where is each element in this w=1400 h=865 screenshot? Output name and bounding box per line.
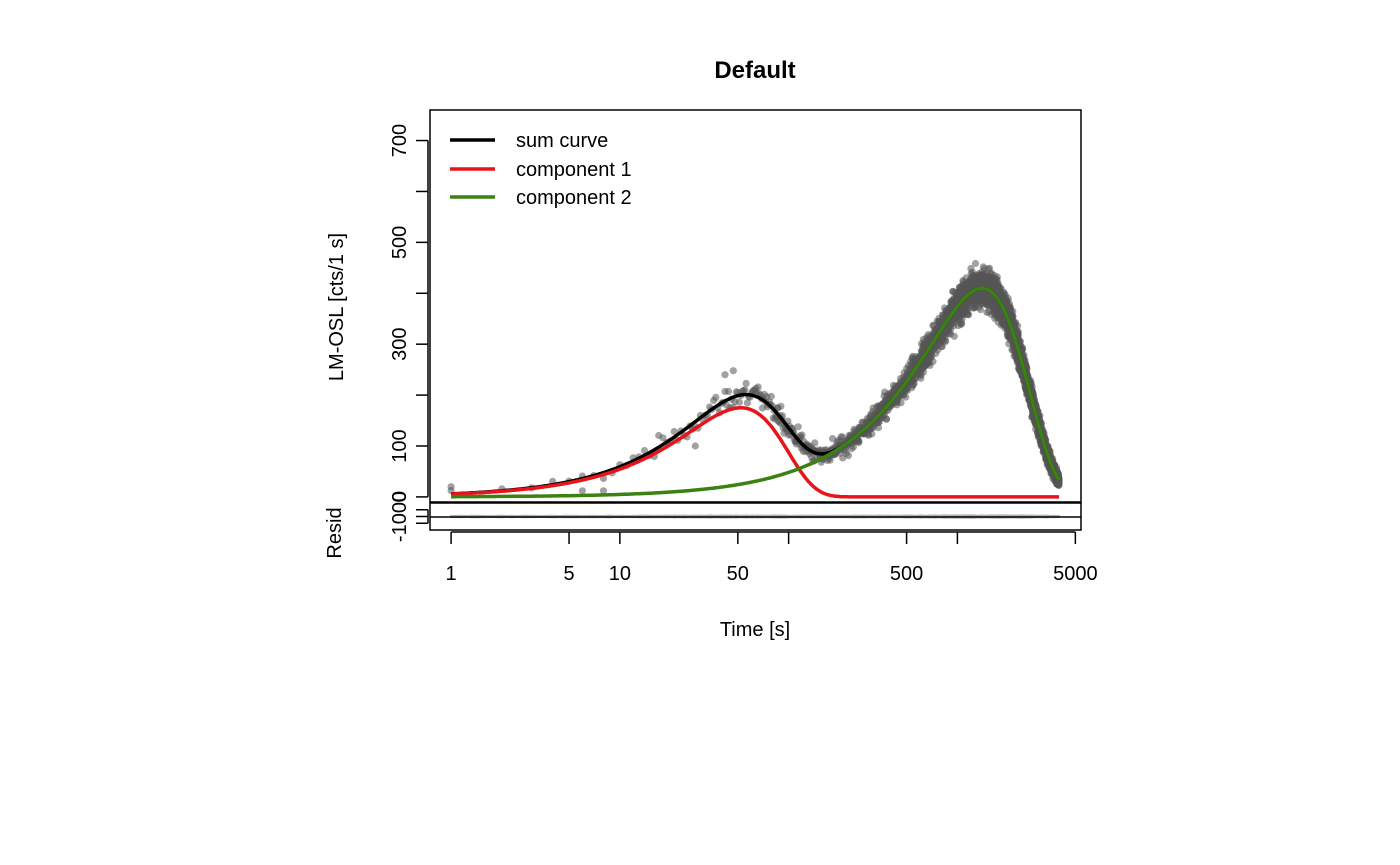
x-tick-label: 500 [890, 563, 923, 585]
x-axis-label: Time [s] [720, 619, 790, 641]
data-point [964, 311, 973, 319]
data-point [1014, 328, 1022, 336]
y-tick-label: 300 [389, 328, 411, 361]
data-point [691, 442, 699, 450]
x-tick-label: 5 [564, 563, 575, 585]
data-point [741, 386, 749, 394]
x-tick-label: 5000 [1053, 563, 1098, 585]
data-point [976, 306, 985, 314]
data-point [729, 367, 737, 375]
data-point [742, 379, 750, 387]
data-point [950, 332, 958, 340]
data-point [659, 434, 667, 442]
data-point [794, 423, 802, 431]
legend: sum curve component 1 component 2 [450, 130, 632, 209]
data-point [724, 387, 733, 395]
x-axis: 1 5 10 50 500 5000 [446, 531, 1098, 585]
data-point [777, 402, 785, 410]
data-point [919, 368, 928, 376]
component-1-line [450, 406, 1060, 499]
data-point [882, 415, 891, 423]
data-point [735, 398, 743, 406]
y-tick-label: 500 [389, 226, 411, 259]
data-point [767, 392, 775, 400]
chart-title: Default [714, 57, 795, 84]
data-point [1019, 344, 1027, 352]
data-point [712, 393, 720, 401]
residual-y-axis: -1000 [389, 491, 429, 542]
data-point [897, 399, 905, 407]
x-tick-label: 1 [446, 563, 457, 585]
data-point [844, 452, 853, 460]
data-point [1014, 322, 1022, 330]
data-point [721, 371, 729, 379]
x-tick-label: 50 [727, 563, 749, 585]
data-point [670, 427, 678, 436]
y-tick-label: 700 [389, 124, 411, 157]
data-point [971, 259, 980, 268]
legend-label-sum: sum curve [516, 130, 608, 152]
data-point [902, 393, 910, 401]
data-point [929, 357, 937, 366]
data-point [855, 438, 863, 446]
data-point [868, 430, 876, 438]
data-point [874, 424, 883, 432]
data-point [993, 273, 1001, 281]
legend-entry-sum: sum curve [450, 130, 608, 152]
legend-entry-component-2: component 2 [450, 187, 632, 209]
legend-label-component-2: component 2 [516, 187, 632, 209]
data-point [447, 483, 455, 491]
data-point [942, 337, 950, 345]
data-point [849, 443, 858, 451]
residual-axis-label: Resid [324, 507, 346, 558]
data-point [578, 487, 587, 495]
y-axis-label: LM-OSL [cts/1 s] [326, 233, 348, 381]
x-tick-label: 10 [609, 563, 631, 585]
data-point [798, 431, 806, 439]
data-point [743, 399, 752, 407]
residual-tick-label: -1000 [389, 491, 411, 542]
legend-entry-component-1: component 1 [450, 159, 632, 181]
data-point [754, 383, 762, 391]
legend-label-component-1: component 1 [516, 159, 632, 181]
y-tick-label: 100 [389, 429, 411, 462]
data-point [811, 439, 819, 447]
